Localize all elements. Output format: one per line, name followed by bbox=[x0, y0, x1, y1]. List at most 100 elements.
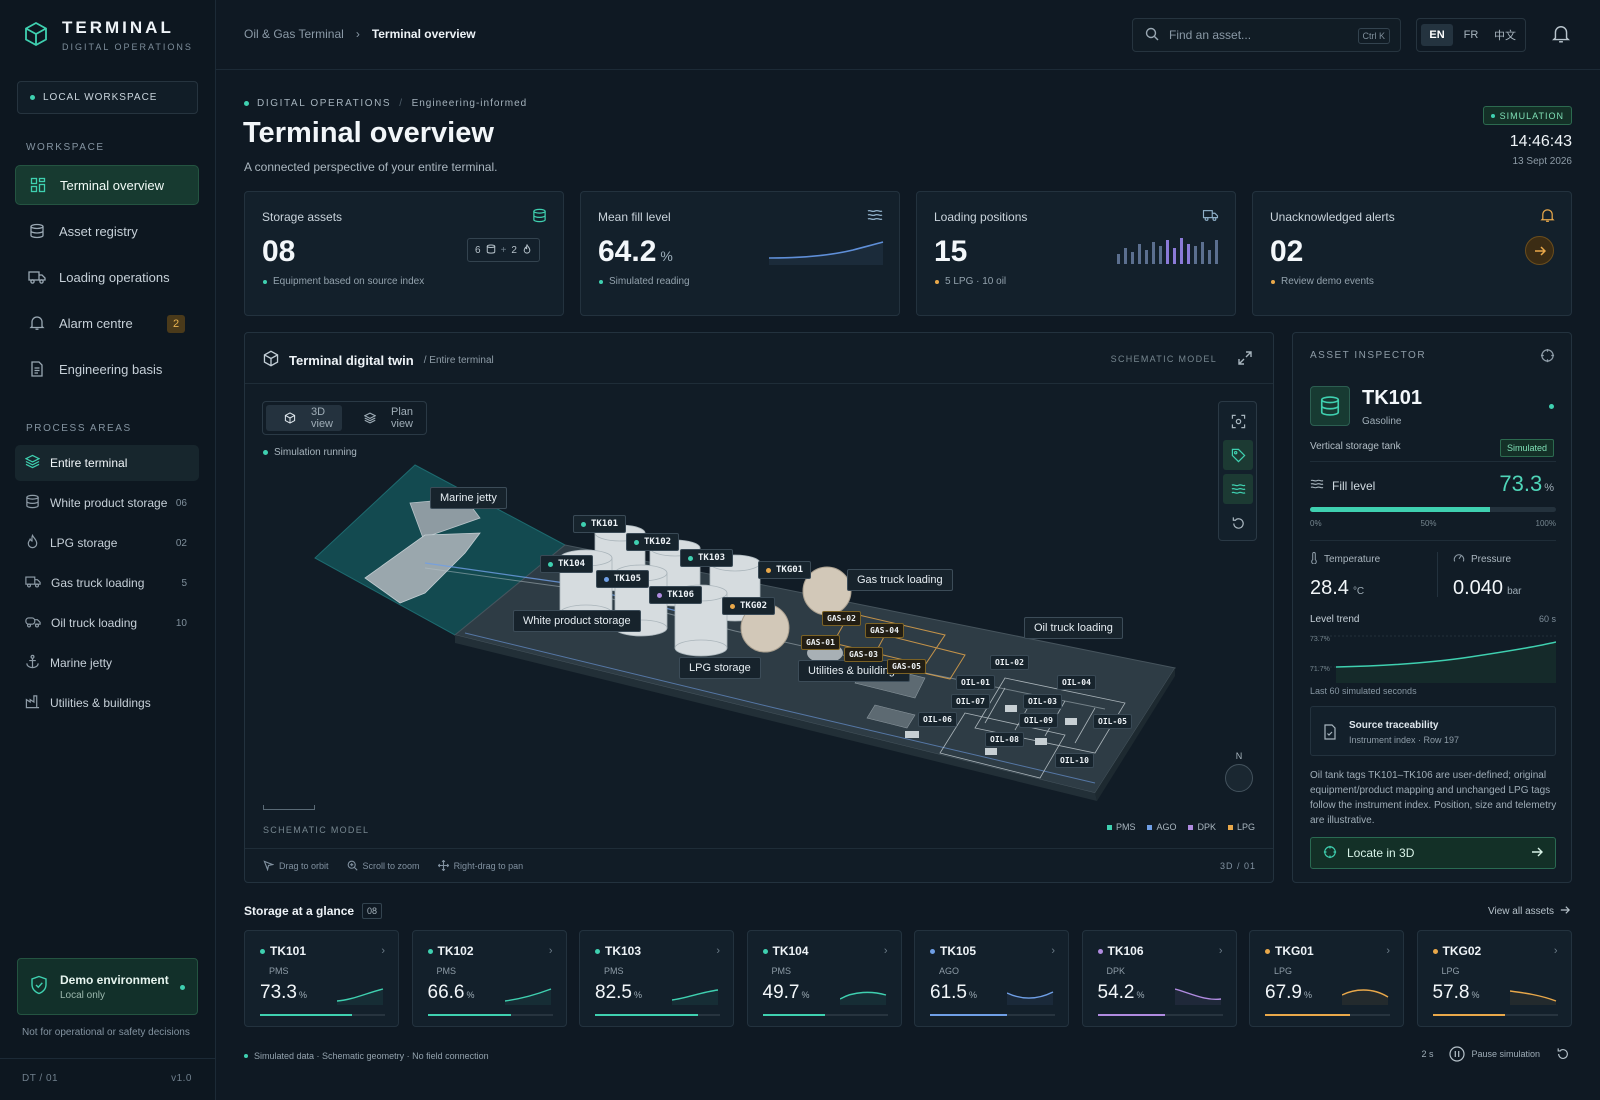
simulated-tag: Simulated bbox=[1499, 439, 1554, 457]
card-product: PMS bbox=[604, 966, 624, 976]
tag-tk102[interactable]: TK102 bbox=[626, 533, 680, 551]
nav-engineering-basis[interactable]: Engineering basis bbox=[15, 349, 199, 389]
search-input[interactable]: Find an asset... Ctrl K bbox=[1132, 18, 1401, 52]
area-entire-terminal[interactable]: Entire terminal bbox=[15, 445, 199, 481]
tag-tkg01[interactable]: TKG01 bbox=[758, 561, 812, 579]
tag-tk106[interactable]: TK106 bbox=[649, 586, 703, 604]
area-white-product-storage[interactable]: White product storage 06 bbox=[15, 485, 199, 521]
tag-gas-05[interactable]: GAS-05 bbox=[887, 659, 926, 674]
nav-label: Loading operations bbox=[59, 269, 170, 285]
tag-oil-07[interactable]: OIL-07 bbox=[951, 694, 990, 709]
waves-icon bbox=[867, 208, 883, 225]
kpi-loading-positions[interactable]: Loading positions 15 5 LPG · 10 oil bbox=[916, 191, 1236, 316]
zone-lpg-storage[interactable]: LPG storage bbox=[679, 657, 761, 679]
tag-icon[interactable] bbox=[1223, 440, 1253, 470]
storage-card-tk106[interactable]: TK106 › DPK 54.2% bbox=[1081, 930, 1237, 1027]
storage-card-tk103[interactable]: TK103 › PMS 82.5% bbox=[579, 930, 734, 1027]
twin-header: Terminal digital twin / Entire terminal … bbox=[245, 333, 1273, 384]
tag-gas-03[interactable]: GAS-03 bbox=[844, 647, 883, 662]
nav-loading-operations[interactable]: Loading operations bbox=[15, 257, 199, 297]
zone-white-product-storage[interactable]: White product storage bbox=[513, 610, 641, 632]
view-3d-button[interactable]: 3D view bbox=[266, 405, 342, 431]
lang-en[interactable]: EN bbox=[1421, 24, 1453, 46]
card-name-text: TKG01 bbox=[1275, 944, 1314, 958]
tag-oil-09[interactable]: OIL-09 bbox=[1019, 713, 1058, 728]
notifications-bell-icon[interactable] bbox=[1552, 24, 1570, 47]
locate-in-3d-button[interactable]: Locate in 3D bbox=[1310, 837, 1556, 869]
storage-glance-header: Storage at a glance 08 bbox=[244, 903, 383, 919]
storage-card-tk104[interactable]: TK104 › PMS 49.7% bbox=[746, 930, 902, 1027]
level-trend-header: Level trend 60 s bbox=[1310, 614, 1556, 625]
tag-gas-04[interactable]: GAS-04 bbox=[865, 623, 904, 638]
area-utilities-buildings[interactable]: Utilities & buildings bbox=[15, 685, 199, 721]
tag-oil-03[interactable]: OIL-03 bbox=[1023, 694, 1062, 709]
storage-card-tkg02[interactable]: TKG02 › LPG 57.8% bbox=[1416, 930, 1572, 1027]
tag-oil-02[interactable]: OIL-02 bbox=[990, 655, 1029, 670]
tag-tk104[interactable]: TK104 bbox=[540, 555, 594, 573]
truck-icon bbox=[27, 269, 47, 285]
card-name: TK106 bbox=[1097, 944, 1144, 958]
tag-tk105[interactable]: TK105 bbox=[596, 570, 650, 588]
card-product: PMS bbox=[269, 966, 289, 976]
crosshair-icon[interactable] bbox=[1540, 348, 1555, 366]
nav-alarm-centre[interactable]: Alarm centre 2 bbox=[15, 303, 199, 343]
flow-waves-icon[interactable] bbox=[1223, 474, 1253, 504]
area-oil-truck-loading[interactable]: Oil truck loading 10 bbox=[15, 605, 199, 641]
workspace-pill[interactable]: LOCAL WORKSPACE bbox=[17, 81, 198, 114]
storage-card-tk105[interactable]: TK105 › AGO 61.5% bbox=[914, 930, 1069, 1027]
source-traceability[interactable]: Source traceability Instrument index · Ro… bbox=[1310, 706, 1556, 756]
focus-frame-icon[interactable] bbox=[1223, 406, 1253, 436]
tag-oil-04[interactable]: OIL-04 bbox=[1057, 675, 1096, 690]
breadcrumb-root[interactable]: Oil & Gas Terminal bbox=[244, 27, 344, 41]
area-marine-jetty[interactable]: Marine jetty bbox=[15, 645, 199, 681]
view-plan-button[interactable]: Plan view bbox=[346, 405, 423, 431]
tag-dot bbox=[688, 555, 693, 561]
area-gas-truck-loading[interactable]: Gas truck loading 5 bbox=[15, 565, 199, 601]
kpi-storage-assets[interactable]: Storage assets 08 6 + 2 Equipment based … bbox=[244, 191, 564, 316]
storage-card-tk102[interactable]: TK102 › PMS 66.6% bbox=[411, 930, 567, 1027]
storage-card-tkg01[interactable]: TKG01 › LPG 67.9% bbox=[1249, 930, 1404, 1027]
kpi-alerts[interactable]: Unacknowledged alerts 02 Review demo eve… bbox=[1252, 191, 1572, 316]
tag-gas-01[interactable]: GAS-01 bbox=[801, 635, 840, 650]
area-count: 5 bbox=[181, 577, 187, 589]
tag-tk103[interactable]: TK103 bbox=[680, 549, 734, 567]
factory-icon bbox=[25, 694, 40, 712]
zone-oil-truck-loading[interactable]: Oil truck loading bbox=[1024, 617, 1123, 639]
kpi-value: 64.2% bbox=[598, 235, 673, 269]
tag-label: TK105 bbox=[614, 574, 642, 584]
brand[interactable]: TERMINAL DIGITAL OPERATIONS bbox=[24, 18, 193, 52]
tag-oil-05[interactable]: OIL-05 bbox=[1093, 714, 1132, 729]
lang-fr[interactable]: FR bbox=[1463, 29, 1479, 41]
pause-simulation-button[interactable]: Pause simulation bbox=[1449, 1046, 1540, 1062]
arrow-right-icon[interactable] bbox=[1525, 236, 1554, 265]
view-all-assets-link[interactable]: View all assets bbox=[1488, 905, 1570, 918]
nav-terminal-overview[interactable]: Terminal overview bbox=[15, 165, 199, 205]
reset-view-icon[interactable] bbox=[1223, 508, 1253, 538]
nav-label: Asset registry bbox=[59, 223, 138, 239]
kpi-label: Mean fill level bbox=[598, 210, 671, 224]
trend-high-label: 73.7% bbox=[1310, 636, 1330, 643]
database-icon bbox=[27, 223, 47, 239]
compass[interactable]: N bbox=[1225, 751, 1253, 792]
lang-zh[interactable]: 中文 bbox=[1494, 30, 1516, 42]
tag-tkg02[interactable]: TKG02 bbox=[722, 597, 776, 615]
tag-oil-06[interactable]: OIL-06 bbox=[918, 712, 957, 727]
tag-oil-10[interactable]: OIL-10 bbox=[1055, 753, 1094, 768]
area-count: 06 bbox=[175, 497, 187, 509]
scale-bar bbox=[263, 805, 315, 810]
reset-icon[interactable] bbox=[1556, 1047, 1570, 1061]
expand-icon[interactable] bbox=[1237, 350, 1253, 369]
storage-card-tk101[interactable]: TK101 › PMS 73.3% bbox=[244, 930, 399, 1027]
tag-oil-08[interactable]: OIL-08 bbox=[985, 732, 1024, 747]
loading-bar bbox=[1145, 250, 1148, 264]
nav-asset-registry[interactable]: Asset registry bbox=[15, 211, 199, 251]
kpi-mean-fill[interactable]: Mean fill level 64.2% Simulated reading bbox=[580, 191, 900, 316]
area-lpg-storage[interactable]: LPG storage 02 bbox=[15, 525, 199, 561]
tag-tk101[interactable]: TK101 bbox=[573, 515, 627, 533]
zone-gas-truck-loading[interactable]: Gas truck loading bbox=[847, 569, 953, 591]
tag-oil-01[interactable]: OIL-01 bbox=[956, 675, 995, 690]
zone-marine-jetty[interactable]: Marine jetty bbox=[430, 487, 507, 509]
tag-gas-02[interactable]: GAS-02 bbox=[822, 611, 861, 626]
product-dot bbox=[1432, 948, 1438, 954]
demo-environment-card[interactable]: Demo environment Local only bbox=[17, 958, 198, 1015]
